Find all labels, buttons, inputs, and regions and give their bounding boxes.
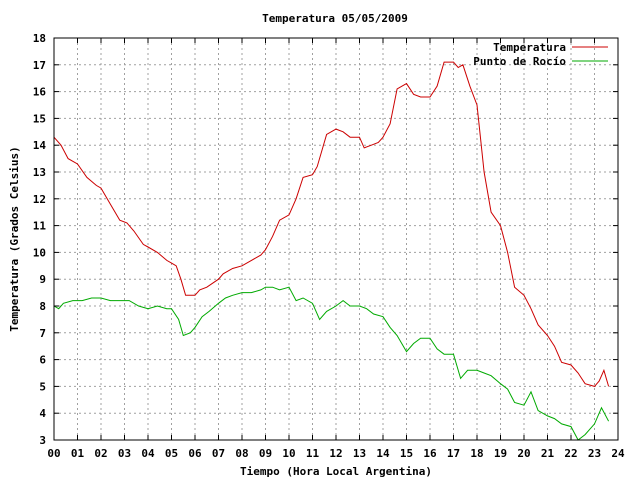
y-tick-label: 14 [33, 139, 47, 152]
x-tick-label: 00 [47, 447, 60, 460]
series-line-0 [53, 61, 610, 387]
x-tick-label: 17 [447, 447, 460, 460]
x-tick-label: 01 [71, 447, 85, 460]
x-tick-label: 12 [329, 447, 342, 460]
y-tick-label: 7 [39, 327, 46, 340]
x-tick-label: 09 [259, 447, 272, 460]
x-tick-label: 20 [517, 447, 530, 460]
series-line-1 [53, 286, 610, 441]
x-tick-label: 08 [235, 447, 248, 460]
y-tick-label: 12 [33, 193, 46, 206]
x-tick-label: 21 [541, 447, 555, 460]
y-tick-label: 8 [39, 300, 46, 313]
x-tick-label: 03 [118, 447, 131, 460]
x-tick-label: 07 [212, 447, 225, 460]
legend-label-0: Temperatura [493, 41, 566, 54]
y-tick-label: 3 [39, 434, 46, 447]
y-tick-label: 5 [39, 380, 46, 393]
x-tick-labels: 00 01 02 03 04 05 06 07 08 09 10 11 12 13 14 15 16 17 18 19… [47, 38, 625, 460]
x-tick-label: 06 [188, 447, 202, 460]
x-tick-label: 04 [141, 447, 155, 460]
y-tick-label: 6 [39, 354, 46, 367]
grid-lines [54, 38, 618, 440]
x-tick-label: 16 [423, 447, 437, 460]
x-tick-label: 05 [165, 447, 178, 460]
legend-label-1: Punto de Rocío [473, 55, 566, 68]
x-tick-label: 02 [94, 447, 107, 460]
x-tick-label: 11 [306, 447, 320, 460]
y-tick-label: 18 [33, 32, 46, 45]
y-tick-label: 15 [33, 112, 46, 125]
y-tick-label: 10 [33, 246, 46, 259]
x-tick-label: 24 [611, 447, 625, 460]
x-tick-label: 18 [470, 447, 483, 460]
chart-title: Temperatura 05/05/2009 [262, 12, 408, 25]
series-lines [53, 61, 610, 441]
x-tick-label: 15 [400, 447, 413, 460]
x-tick-label: 13 [353, 447, 366, 460]
x-tick-label: 22 [564, 447, 577, 460]
y-tick-label: 4 [39, 407, 46, 420]
y-tick-label: 13 [33, 166, 46, 179]
x-tick-label: 23 [588, 447, 601, 460]
y-tick-label: 16 [33, 86, 47, 99]
x-axis-label: Tiempo (Hora Local Argentina) [240, 465, 432, 478]
y-tick-label: 11 [33, 220, 47, 233]
x-tick-label: 19 [494, 447, 507, 460]
y-tick-labels: 3 4 5 6 7 8 9 10 11 12 13 14 15 16 17 18 [33, 32, 618, 447]
y-tick-label: 17 [33, 59, 46, 72]
y-tick-label: 9 [39, 273, 46, 286]
y-axis-label: Temperatura (Grados Celsius) [8, 146, 21, 331]
x-tick-label: 14 [376, 447, 390, 460]
x-tick-label: 10 [282, 447, 295, 460]
